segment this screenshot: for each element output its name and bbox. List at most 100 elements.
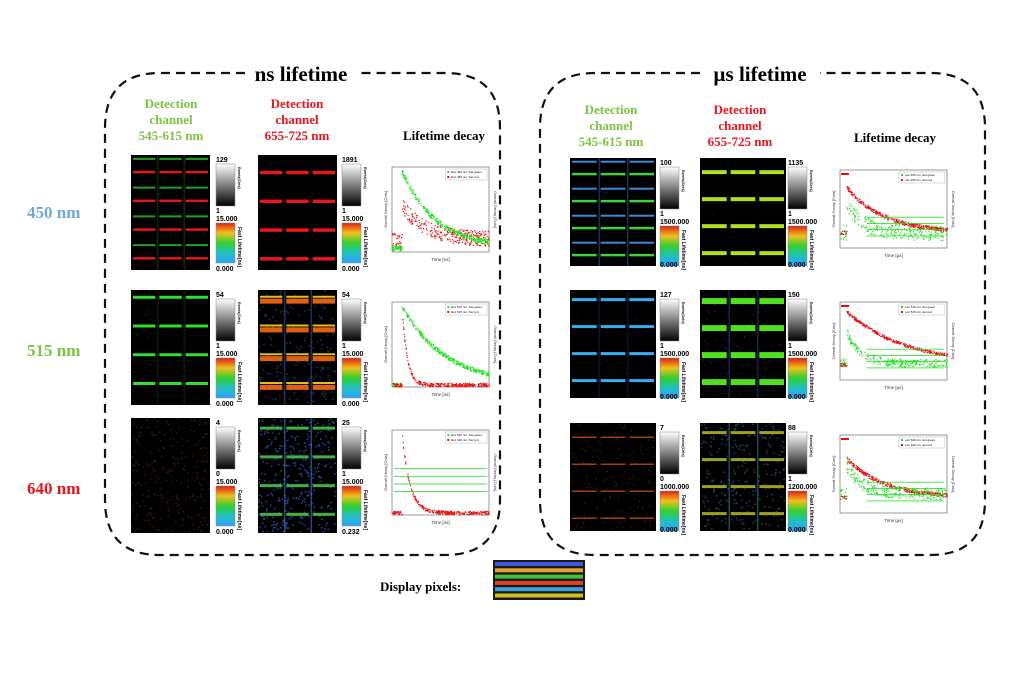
noise-pixel [768, 359, 771, 362]
stripe [730, 325, 756, 332]
data-point [851, 464, 853, 466]
noise-pixel [274, 398, 277, 401]
data-point [396, 386, 398, 388]
noise-pixel [741, 448, 744, 451]
data-point [452, 512, 454, 515]
noise-pixel [333, 370, 336, 373]
data-point [396, 243, 398, 245]
data-point [904, 346, 906, 348]
noise-pixel [777, 525, 779, 527]
data-point [939, 365, 941, 367]
data-point [872, 211, 875, 213]
noise-pixel [302, 499, 304, 502]
data-point [483, 370, 485, 372]
data-point [869, 475, 871, 477]
noise-pixel [627, 492, 629, 495]
us-green-channel-header: Detection channel 545-615 nm [579, 102, 644, 149]
data-point [450, 233, 453, 235]
noise-pixel [570, 477, 573, 480]
data-point [904, 359, 907, 362]
noise-pixel [263, 433, 266, 435]
noise-pixel [280, 363, 282, 366]
stripe [159, 244, 182, 247]
data-point [431, 511, 434, 513]
noise-pixel [765, 514, 768, 517]
data-point [465, 511, 467, 514]
data-point [430, 217, 433, 219]
data-level-line [866, 367, 944, 369]
noise-pixel [758, 498, 761, 500]
data-point [481, 242, 484, 245]
data-point [894, 363, 896, 365]
data-point [392, 383, 394, 385]
data-point [877, 212, 879, 214]
data-point [928, 230, 930, 232]
data-level-line [866, 361, 944, 363]
noise-pixel [273, 523, 275, 526]
noise-pixel [139, 505, 142, 508]
noise-pixel [633, 450, 636, 453]
noise-pixel [322, 367, 325, 369]
data-point [461, 363, 463, 365]
noise-pixel [746, 468, 749, 471]
data-point [432, 343, 434, 345]
data-point [404, 176, 406, 179]
noise-pixel [742, 461, 744, 463]
data-point [402, 307, 404, 309]
noise-pixel [313, 511, 315, 513]
noise-pixel [169, 469, 171, 471]
legend-marker [900, 179, 903, 181]
noise-pixel [315, 375, 318, 377]
data-point [450, 231, 452, 234]
noise-pixel [639, 158, 641, 161]
data-point [863, 473, 865, 476]
data-point [933, 493, 935, 495]
data-point [457, 384, 459, 386]
data-point [848, 335, 851, 338]
data-point [870, 209, 873, 211]
data-point [850, 190, 852, 192]
stripe [185, 295, 208, 299]
noise-pixel [713, 490, 715, 492]
data-point [405, 348, 407, 350]
noise-pixel [178, 504, 180, 506]
data-point [904, 362, 906, 365]
data-point [909, 230, 911, 232]
data-point [417, 502, 419, 504]
stripe [572, 160, 597, 163]
noise-pixel [149, 511, 151, 514]
data-point [885, 336, 888, 338]
data-point [420, 331, 423, 334]
data-point [455, 360, 457, 362]
noise-pixel [747, 364, 750, 366]
noise-pixel [203, 499, 205, 502]
stripe [702, 298, 727, 305]
data-point [853, 212, 855, 214]
data-point [938, 237, 940, 239]
data-point [442, 351, 444, 354]
noise-pixel [594, 450, 597, 452]
data-point [917, 360, 919, 362]
data-point [859, 320, 861, 322]
legend-box [445, 431, 488, 444]
data-point [394, 384, 396, 386]
data-point [460, 362, 462, 364]
data-point [853, 463, 855, 465]
noise-pixel [331, 391, 334, 394]
data-point [887, 339, 889, 341]
noise-pixel [623, 291, 625, 294]
legend-entry: exc 450 nm, det green [905, 173, 935, 177]
noise-pixel [165, 471, 168, 474]
noise-pixel [285, 524, 288, 527]
data-point [449, 510, 452, 512]
noise-pixel [777, 507, 780, 510]
noise-pixel [583, 516, 586, 519]
noise-pixel [168, 471, 170, 473]
data-point [923, 238, 925, 240]
noise-pixel [643, 528, 646, 531]
noise-pixel [269, 504, 272, 507]
data-point [878, 212, 880, 214]
data-point [415, 328, 417, 330]
data-point [907, 364, 909, 366]
us-red-image-row3 [700, 423, 786, 531]
